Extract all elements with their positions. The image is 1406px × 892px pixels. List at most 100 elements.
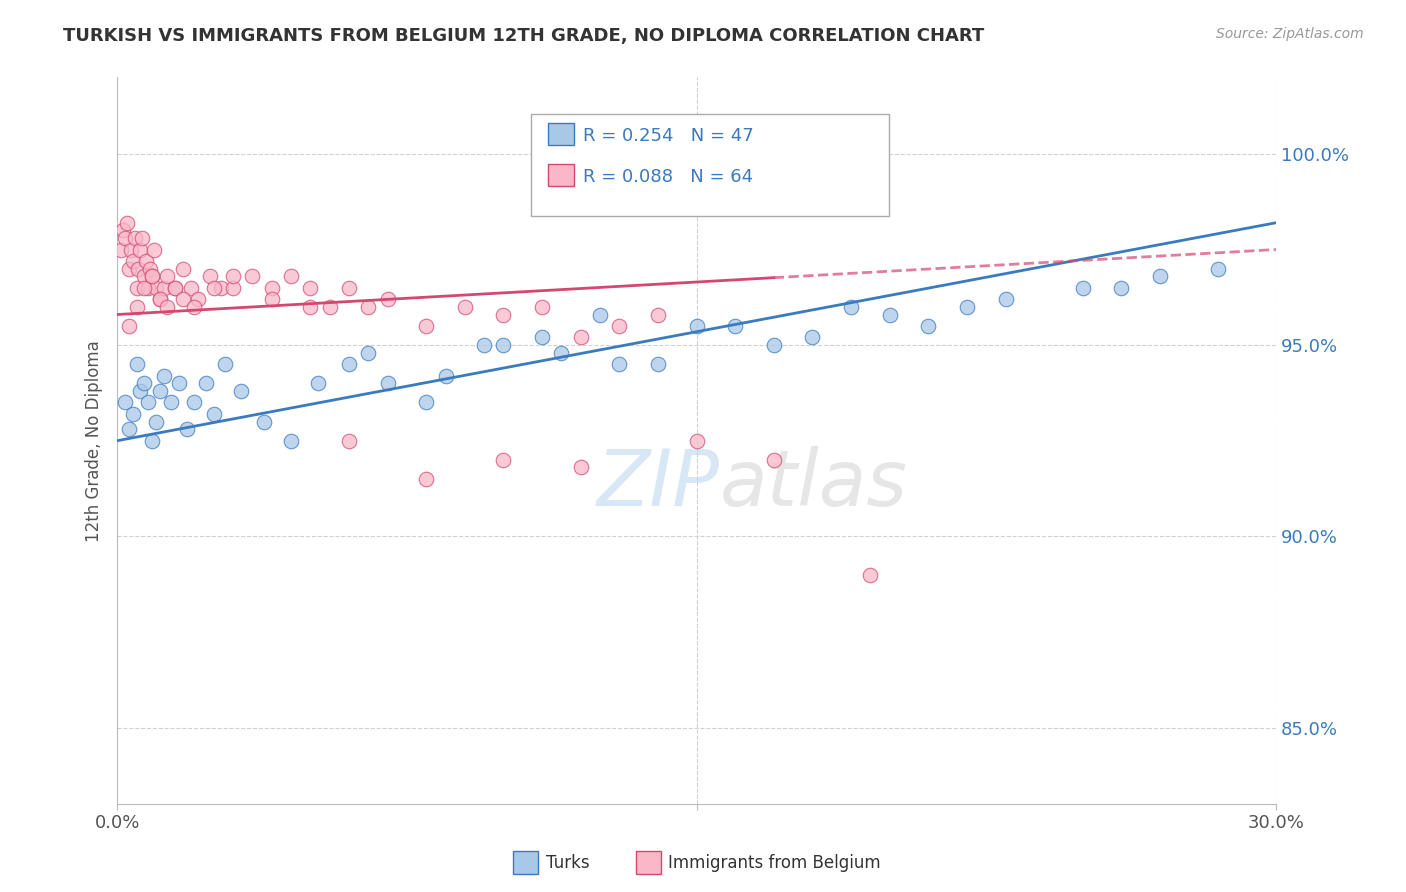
Point bbox=[879, 308, 901, 322]
Point bbox=[685, 318, 707, 333]
Point bbox=[531, 300, 554, 314]
Point bbox=[214, 357, 236, 371]
Point bbox=[149, 292, 172, 306]
Point bbox=[859, 567, 882, 582]
Point bbox=[124, 231, 146, 245]
Point bbox=[299, 281, 322, 295]
Point bbox=[211, 281, 233, 295]
Point bbox=[1149, 269, 1171, 284]
Point bbox=[357, 345, 380, 359]
Point bbox=[762, 453, 785, 467]
Point bbox=[111, 223, 134, 237]
Point bbox=[156, 300, 179, 314]
Point bbox=[724, 318, 747, 333]
Point bbox=[160, 395, 183, 409]
Point bbox=[801, 330, 824, 344]
Point bbox=[142, 243, 165, 257]
Point bbox=[129, 243, 152, 257]
Text: Immigrants from Belgium: Immigrants from Belgium bbox=[668, 854, 880, 871]
Point bbox=[141, 434, 163, 448]
Point bbox=[242, 269, 264, 284]
Point bbox=[149, 384, 172, 398]
Text: Turks: Turks bbox=[546, 854, 589, 871]
Point bbox=[492, 453, 515, 467]
Point bbox=[492, 338, 515, 352]
Point bbox=[377, 376, 399, 391]
Point bbox=[434, 368, 457, 383]
Y-axis label: 12th Grade, No Diploma: 12th Grade, No Diploma bbox=[86, 340, 103, 541]
Point bbox=[198, 269, 221, 284]
Text: atlas: atlas bbox=[720, 446, 908, 523]
Text: ZIP: ZIP bbox=[596, 446, 720, 523]
Point bbox=[454, 300, 477, 314]
Point bbox=[136, 281, 159, 295]
Point bbox=[152, 281, 174, 295]
Point bbox=[260, 292, 283, 306]
Point bbox=[337, 281, 360, 295]
Point bbox=[531, 330, 554, 344]
Point bbox=[120, 243, 142, 257]
Text: R = 0.254   N = 47: R = 0.254 N = 47 bbox=[583, 127, 754, 145]
Point bbox=[647, 308, 669, 322]
Point bbox=[165, 281, 187, 295]
Point bbox=[607, 318, 630, 333]
Point bbox=[280, 434, 302, 448]
Point bbox=[569, 460, 592, 475]
Point bbox=[337, 357, 360, 371]
Point bbox=[202, 407, 225, 421]
Point bbox=[415, 472, 437, 486]
Point bbox=[145, 415, 167, 429]
Point bbox=[994, 292, 1017, 306]
Point bbox=[202, 281, 225, 295]
Point bbox=[172, 261, 194, 276]
Point bbox=[589, 308, 612, 322]
Text: Source: ZipAtlas.com: Source: ZipAtlas.com bbox=[1216, 27, 1364, 41]
Point bbox=[337, 434, 360, 448]
Point bbox=[134, 281, 156, 295]
Point bbox=[131, 231, 153, 245]
Text: R = 0.088   N = 64: R = 0.088 N = 64 bbox=[583, 168, 754, 186]
Point bbox=[135, 254, 157, 268]
Point bbox=[1206, 261, 1229, 276]
Point bbox=[492, 308, 515, 322]
Point bbox=[1111, 281, 1133, 295]
Point bbox=[118, 422, 141, 436]
Point bbox=[167, 376, 190, 391]
Point bbox=[149, 292, 172, 306]
Point bbox=[685, 434, 707, 448]
Point bbox=[550, 345, 572, 359]
Point bbox=[127, 261, 149, 276]
Point bbox=[115, 216, 138, 230]
Point bbox=[129, 384, 152, 398]
Text: TURKISH VS IMMIGRANTS FROM BELGIUM 12TH GRADE, NO DIPLOMA CORRELATION CHART: TURKISH VS IMMIGRANTS FROM BELGIUM 12TH … bbox=[63, 27, 984, 45]
Point bbox=[152, 368, 174, 383]
Point bbox=[229, 384, 252, 398]
Point bbox=[253, 415, 276, 429]
Point bbox=[125, 281, 148, 295]
Point bbox=[114, 231, 136, 245]
Point bbox=[222, 281, 245, 295]
Point bbox=[195, 376, 218, 391]
Point bbox=[917, 318, 939, 333]
Point bbox=[357, 300, 380, 314]
Point bbox=[222, 269, 245, 284]
Point bbox=[114, 395, 136, 409]
Point bbox=[139, 261, 162, 276]
Point bbox=[472, 338, 495, 352]
Point bbox=[839, 300, 862, 314]
Point bbox=[260, 281, 283, 295]
Point bbox=[165, 281, 187, 295]
Point bbox=[377, 292, 399, 306]
Point bbox=[569, 330, 592, 344]
Point bbox=[136, 395, 159, 409]
Point bbox=[118, 318, 141, 333]
Point bbox=[121, 254, 143, 268]
Point bbox=[415, 318, 437, 333]
Point bbox=[141, 269, 163, 284]
Point bbox=[183, 395, 205, 409]
Point bbox=[647, 357, 669, 371]
Point bbox=[607, 357, 630, 371]
Point bbox=[125, 357, 148, 371]
Point bbox=[299, 300, 322, 314]
Point bbox=[956, 300, 979, 314]
